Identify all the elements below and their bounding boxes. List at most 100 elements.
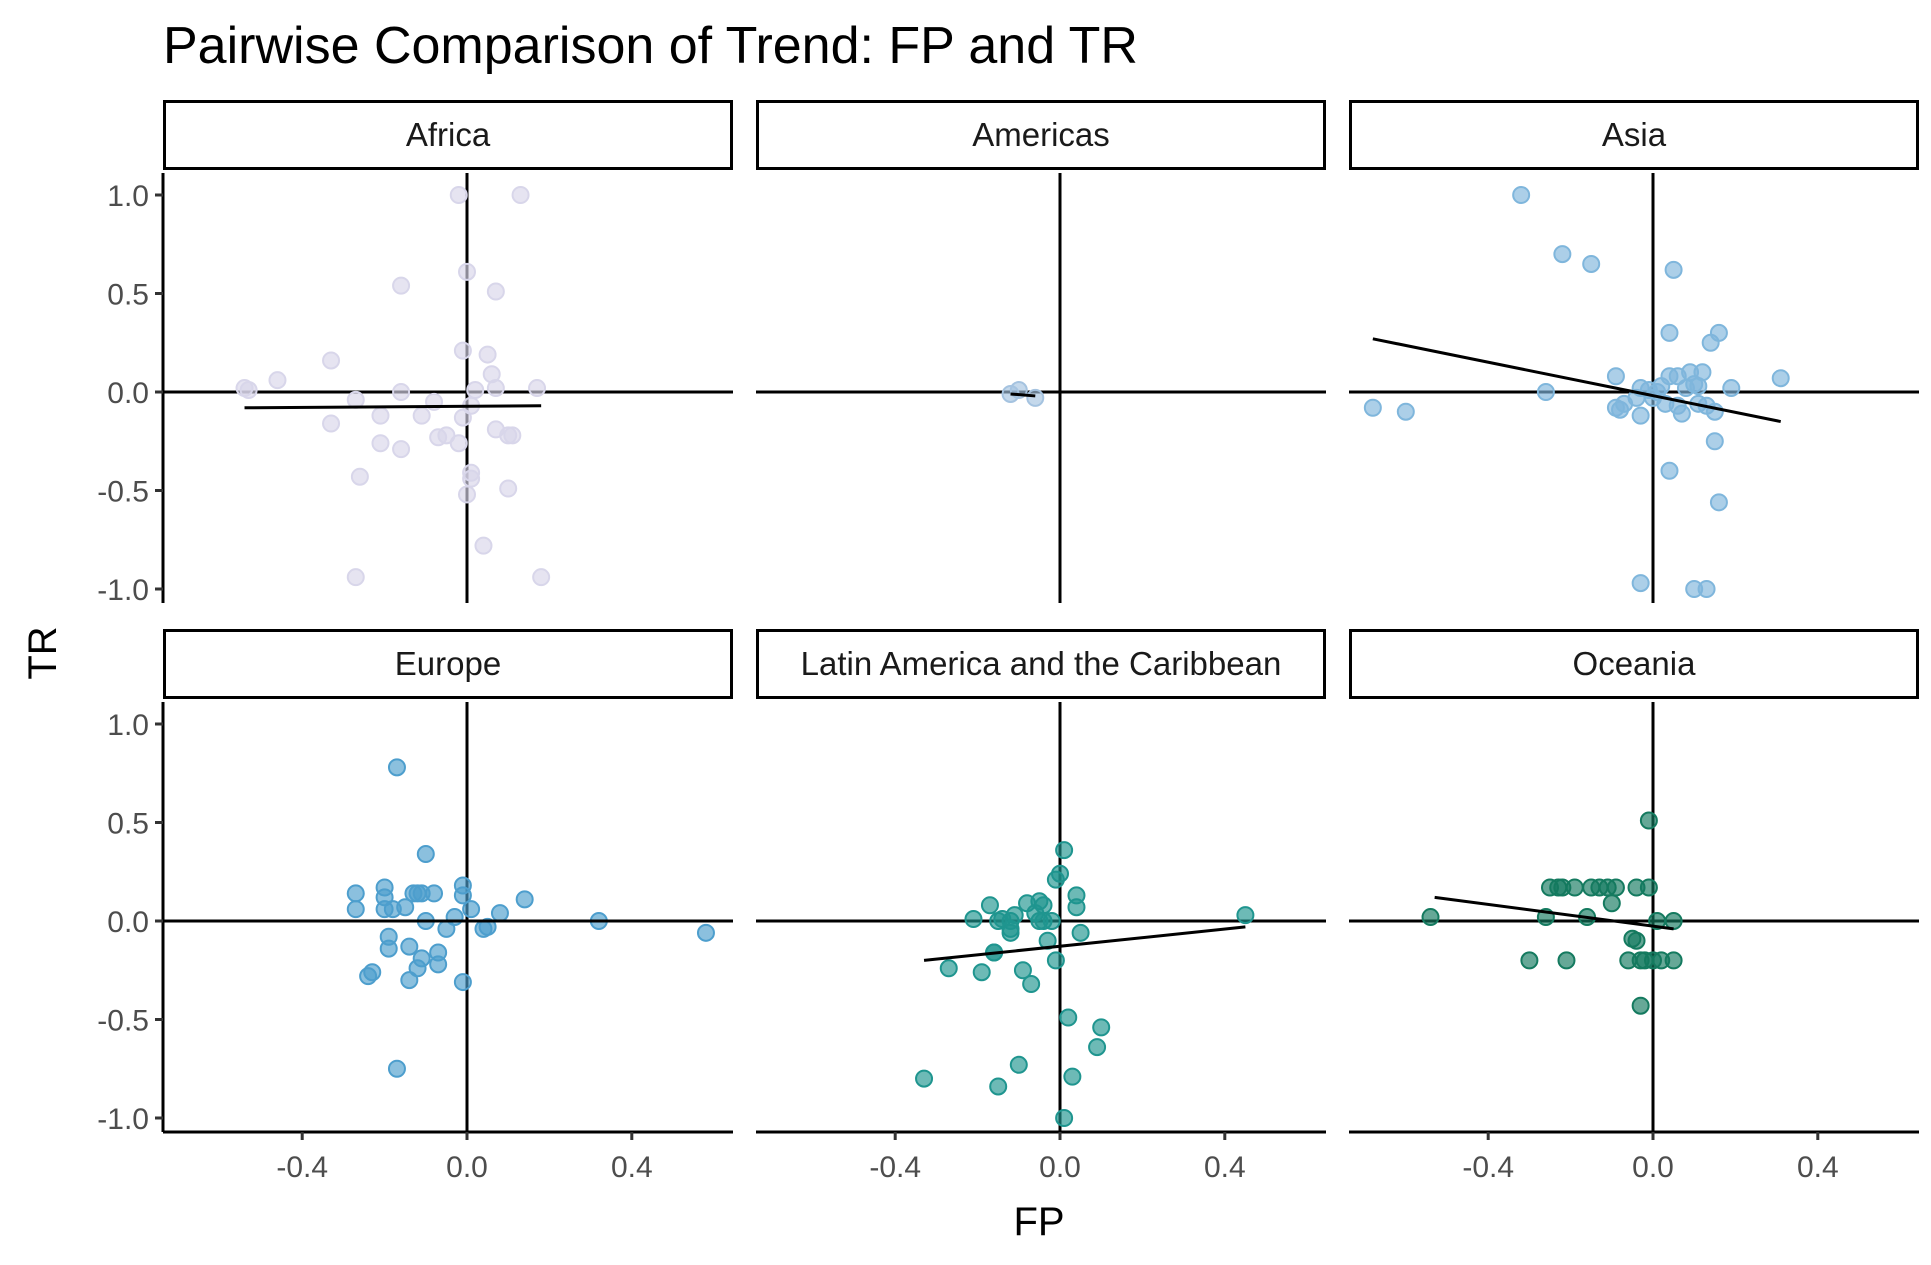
point-africa-1 bbox=[239, 381, 258, 400]
chart-title: Pairwise Comparison of Trend: FP and TR bbox=[163, 17, 1138, 75]
panel-asia: Asia bbox=[1349, 100, 1919, 603]
point-africa-11 bbox=[392, 383, 411, 401]
point-asia-41 bbox=[1771, 369, 1790, 388]
point-oceania-27 bbox=[1664, 951, 1683, 970]
point-asia-21 bbox=[1660, 461, 1679, 480]
point-europe-11 bbox=[387, 1059, 406, 1078]
y-tick-label-africa-2: 0.0 bbox=[107, 377, 149, 410]
point-africa-10 bbox=[392, 276, 411, 295]
strip-asia bbox=[1349, 100, 1919, 170]
point-latin-america-and-the-caribbean-0 bbox=[915, 1069, 934, 1088]
point-europe-3 bbox=[363, 963, 382, 982]
point-asia-40 bbox=[1722, 379, 1741, 398]
strip-label-africa: Africa bbox=[406, 116, 491, 153]
panel-latin-america-and-the-caribbean: Latin America and the Caribbean -0.4 0.0 0.… bbox=[756, 629, 1326, 1184]
point-asia-37 bbox=[1705, 432, 1724, 451]
point-oceania-0 bbox=[1421, 908, 1440, 927]
point-africa-18 bbox=[449, 186, 468, 204]
point-africa-22 bbox=[458, 485, 476, 504]
point-asia-0 bbox=[1363, 398, 1382, 417]
point-latin-america-and-the-caribbean-13 bbox=[1005, 906, 1024, 925]
point-oceania-13 bbox=[1606, 878, 1625, 897]
point-asia-25 bbox=[1672, 404, 1691, 423]
point-oceania-12 bbox=[1602, 894, 1621, 913]
point-oceania-22 bbox=[1639, 878, 1658, 897]
point-asia-5 bbox=[1582, 254, 1601, 273]
fit-line-asia bbox=[1372, 337, 1782, 424]
point-africa-13 bbox=[412, 406, 431, 425]
strip-label-asia: Asia bbox=[1602, 116, 1667, 153]
point-latin-america-and-the-caribbean-28 bbox=[1055, 841, 1074, 860]
point-latin-america-and-the-caribbean-27 bbox=[1051, 864, 1069, 883]
y-tick-label-europe-4: -1.0 bbox=[97, 1103, 149, 1136]
panel-oceania: Oceania -0.4 0.0 0.4 bbox=[1349, 629, 1919, 1184]
point-africa-24 bbox=[462, 469, 481, 488]
point-africa-37 bbox=[528, 379, 547, 398]
y-tick-label-africa-3: -0.5 bbox=[97, 476, 149, 509]
point-europe-12 bbox=[396, 898, 415, 917]
x-tick-label-latin-america-and-the-caribbean-1: 0.0 bbox=[1039, 1151, 1081, 1184]
point-africa-9 bbox=[371, 434, 390, 453]
point-europe-8 bbox=[379, 939, 398, 958]
point-latin-america-and-the-caribbean-37 bbox=[1236, 906, 1255, 925]
fit-line-africa bbox=[244, 404, 542, 410]
point-africa-6 bbox=[350, 467, 369, 486]
panel-africa: Africa 1.0 0.5 0.0 -0.5 -1.0 bbox=[97, 100, 733, 607]
point-africa-2 bbox=[268, 371, 287, 390]
x-tick-label-europe-1: 0.0 bbox=[446, 1151, 488, 1184]
point-europe-36 bbox=[696, 923, 715, 942]
point-latin-america-and-the-caribbean-15 bbox=[1013, 961, 1032, 980]
point-africa-8 bbox=[371, 406, 390, 425]
point-europe-32 bbox=[478, 917, 497, 936]
y-tick-label-europe-2: 0.0 bbox=[107, 906, 149, 939]
point-africa-20 bbox=[453, 341, 472, 360]
point-europe-28 bbox=[453, 886, 472, 905]
point-latin-america-and-the-caribbean-17 bbox=[1022, 975, 1041, 994]
point-europe-20 bbox=[416, 845, 435, 864]
y-tick-label-europe-0: 1.0 bbox=[107, 709, 149, 742]
y-tick-label-europe-3: -0.5 bbox=[97, 1005, 149, 1038]
strip-europe bbox=[163, 629, 733, 699]
point-europe-30 bbox=[462, 900, 481, 919]
point-latin-america-and-the-caribbean-14 bbox=[1009, 1055, 1028, 1074]
point-asia-2 bbox=[1512, 186, 1531, 204]
point-asia-6 bbox=[1606, 367, 1625, 386]
point-latin-america-and-the-caribbean-2 bbox=[964, 910, 983, 929]
point-latin-america-and-the-caribbean-3 bbox=[972, 963, 991, 982]
y-tick-label-africa-1: 0.5 bbox=[107, 279, 149, 312]
point-asia-13 bbox=[1631, 574, 1650, 593]
point-latin-america-and-the-caribbean-24 bbox=[1042, 912, 1061, 930]
point-oceania-21 bbox=[1639, 811, 1658, 830]
y-tick-label-europe-1: 0.5 bbox=[107, 808, 149, 841]
point-latin-america-and-the-caribbean-26 bbox=[1046, 951, 1065, 970]
point-latin-america-and-the-caribbean-35 bbox=[1088, 1038, 1107, 1057]
point-africa-32 bbox=[486, 282, 505, 301]
point-africa-35 bbox=[503, 426, 522, 445]
point-africa-30 bbox=[486, 379, 505, 398]
strip-africa bbox=[163, 100, 733, 170]
point-latin-america-and-the-caribbean-34 bbox=[1071, 923, 1090, 942]
point-asia-12 bbox=[1631, 406, 1650, 425]
point-europe-33 bbox=[490, 904, 509, 923]
x-tick-label-latin-america-and-the-caribbean-0: -0.4 bbox=[869, 1151, 921, 1184]
point-oceania-7 bbox=[1565, 878, 1584, 897]
point-europe-22 bbox=[425, 884, 444, 903]
y-tick-label-africa-0: 1.0 bbox=[107, 180, 149, 213]
facet-panels: Africa 1.0 0.5 0.0 -0.5 -1.0 Americas Asia Europ… bbox=[97, 100, 1919, 1184]
point-asia-4 bbox=[1553, 245, 1572, 264]
point-oceania-26 bbox=[1664, 912, 1683, 930]
point-africa-7 bbox=[346, 568, 365, 587]
point-latin-america-and-the-caribbean-1 bbox=[939, 959, 958, 978]
y-tick-label-africa-4: -1.0 bbox=[97, 574, 149, 607]
point-asia-32 bbox=[1693, 363, 1712, 382]
point-europe-10 bbox=[387, 758, 406, 777]
strip-label-latin-america-and-the-caribbean: Latin America and the Caribbean bbox=[801, 645, 1282, 682]
point-africa-5 bbox=[346, 390, 365, 409]
point-latin-america-and-the-caribbean-31 bbox=[1063, 1067, 1082, 1086]
strip-oceania bbox=[1349, 629, 1919, 699]
x-axis-title: FP bbox=[1013, 1200, 1064, 1244]
point-europe-24 bbox=[429, 943, 448, 962]
point-latin-america-and-the-caribbean-29 bbox=[1055, 1109, 1074, 1127]
point-oceania-1 bbox=[1520, 951, 1539, 970]
